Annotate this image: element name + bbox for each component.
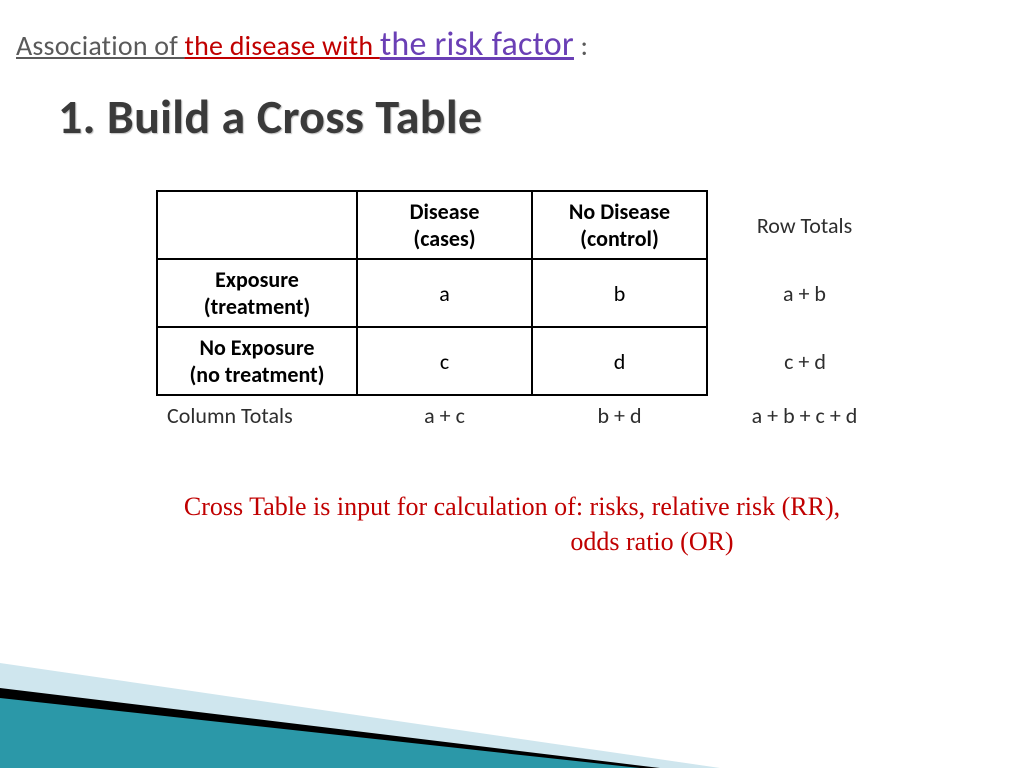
row2-total: c + d bbox=[707, 327, 882, 395]
table-row: No Exposure (no treatment) c d c + d bbox=[157, 327, 882, 395]
row2-label-l2: (no treatment) bbox=[189, 361, 324, 388]
row2-label-l1: No Exposure bbox=[200, 334, 315, 361]
subtitle-part-a: Association of bbox=[16, 28, 185, 63]
page-title: 1. Build a Cross Table bbox=[58, 87, 1008, 146]
row1-label-l2: (treatment) bbox=[204, 293, 310, 320]
row2-label: No Exposure (no treatment) bbox=[157, 327, 357, 395]
subtitle-part-c: the risk factor bbox=[380, 24, 574, 65]
cell-d: d bbox=[532, 327, 707, 395]
row1-label-l1: Exposure bbox=[215, 266, 299, 293]
cell-b: b bbox=[532, 259, 707, 327]
header-disease: Disease (cases) bbox=[357, 191, 532, 259]
row1-total: a + b bbox=[707, 259, 882, 327]
table-header-row: Disease (cases) No Disease (control) Row… bbox=[157, 191, 882, 259]
subtitle-colon: : bbox=[574, 28, 588, 63]
slide: Association of the disease with the risk… bbox=[0, 0, 1024, 768]
slide-subtitle: Association of the disease with the risk… bbox=[16, 24, 1008, 65]
subtitle-part-b: the disease with bbox=[185, 28, 380, 63]
header-disease-l2: (cases) bbox=[413, 225, 475, 252]
row1-label: Exposure (treatment) bbox=[157, 259, 357, 327]
caption: Cross Table is input for calculation of:… bbox=[62, 489, 962, 559]
footer-label: Column Totals bbox=[157, 395, 357, 435]
cross-table: Disease (cases) No Disease (control) Row… bbox=[156, 190, 883, 435]
cell-c: c bbox=[357, 327, 532, 395]
table-footer-row: Column Totals a + c b + d a + b + c + d bbox=[157, 395, 882, 435]
header-no-disease-l1: No Disease bbox=[569, 198, 670, 225]
cell-a: a bbox=[357, 259, 532, 327]
header-disease-l1: Disease bbox=[410, 198, 480, 225]
caption-line-2: odds ratio (OR) bbox=[62, 524, 962, 559]
cross-table-area: Disease (cases) No Disease (control) Row… bbox=[156, 190, 936, 435]
caption-line-1: Cross Table is input for calculation of:… bbox=[184, 492, 840, 521]
header-no-disease-l2: (control) bbox=[580, 225, 659, 252]
footer-c2: b + d bbox=[532, 395, 707, 435]
footer-total: a + b + c + d bbox=[707, 395, 882, 435]
footer-c1: a + c bbox=[357, 395, 532, 435]
accent-triangle-icon bbox=[0, 618, 1024, 768]
table-row: Exposure (treatment) a b a + b bbox=[157, 259, 882, 327]
header-no-disease: No Disease (control) bbox=[532, 191, 707, 259]
header-blank bbox=[157, 191, 357, 259]
header-row-totals: Row Totals bbox=[707, 191, 882, 259]
